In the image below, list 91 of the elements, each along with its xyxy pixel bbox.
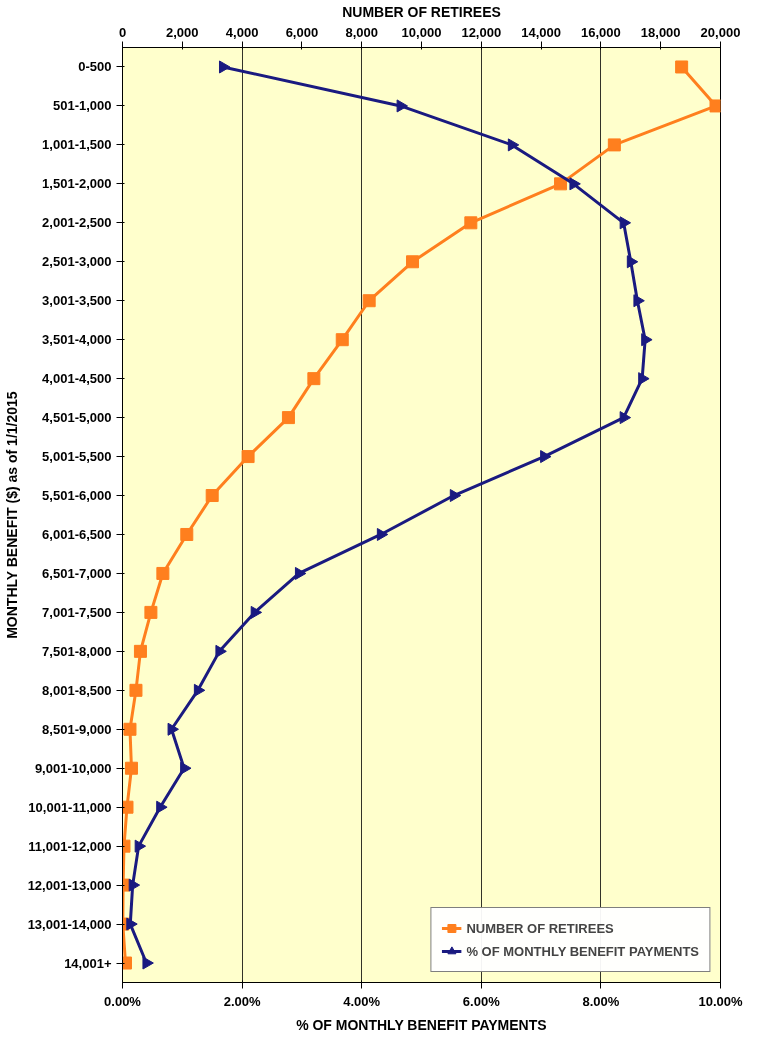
y-tick-label: 6,001-6,500 [42,526,112,542]
y-tick-label: 14,001+ [64,955,112,971]
point [619,216,632,230]
y-axis-title: MONTHLY BENEFIT ($) as of 1/1/2015 [3,391,20,639]
point [406,255,420,269]
x2-tick-label: 4,000 [225,24,259,40]
x2-tick-label: 8,000 [345,24,378,40]
point [633,294,645,308]
x2-tick-label: 6,000 [285,24,319,40]
y-tick-label: 13,001-14,000 [27,916,112,932]
y-tick-label: 11,001-12,000 [28,838,112,854]
y-tick-label: 0-500 [78,59,112,75]
point [675,60,689,74]
point [123,722,137,736]
y-tick-label: 10,001-11,000 [28,799,112,815]
point [156,800,168,814]
x2-tick-label: 10,000 [401,24,442,40]
y-tick-label: 2,501-3,000 [42,254,112,270]
x2-tick-label: 12,000 [461,24,502,40]
point [619,411,632,425]
y-tick-label: 4,501-5,000 [42,410,112,426]
point [307,372,321,386]
legend-label: % OF MONTHLY BENEFIT PAYMENTS [466,943,699,959]
point [205,489,219,503]
point [122,956,132,970]
point [193,683,206,697]
point [144,605,158,619]
y-tick-label: 7,001-7,500 [42,604,112,620]
point [122,800,134,814]
x-tick-label: 6.00% [462,993,501,1009]
y-tick-label: 3,501-4,000 [42,332,112,348]
point [142,956,154,970]
point [449,489,462,503]
legend-label: NUMBER OF RETIREES [466,920,614,936]
point [241,450,255,464]
point [607,138,621,152]
x-tick-label: 0.00% [104,993,142,1009]
point [554,177,568,191]
point [294,566,307,580]
point [507,138,520,152]
x-tick-label: 8.00% [582,993,620,1009]
point [156,566,170,580]
y-tick-label: 9,001-10,000 [34,760,112,776]
x2-tick-label: 0 [118,24,127,40]
y-tick-label: 6,501-7,000 [42,565,112,581]
point [126,917,138,931]
y-tick-label: 8,501-9,000 [42,721,112,737]
x2-tick-label: 2,000 [166,24,199,40]
x-axis-title: % OF MONTHLY BENEFIT PAYMENTS [296,1016,547,1033]
point [638,372,650,386]
point [180,761,192,775]
x-tick-label: 2.00% [223,993,261,1009]
point [180,527,194,541]
x-tick-label: 10.00% [698,993,743,1009]
point [134,839,147,853]
point [215,644,227,658]
point [396,99,408,113]
x2-tick-label: 18,000 [640,24,681,40]
y-tick-label: 8,001-8,500 [42,682,112,698]
point [129,683,143,697]
y-tick-label: 12,001-13,000 [27,877,112,893]
point [376,527,389,541]
point [362,294,376,308]
y-tick-label: 2,001-2,500 [42,215,112,231]
point [219,60,231,74]
point [124,761,138,775]
x2-tick-label: 16,000 [581,24,621,40]
x2-tick-label: 14,000 [521,24,561,40]
point [128,878,141,892]
point [626,255,639,269]
point [540,450,552,464]
point [250,605,263,619]
x2-tick-label: 20,000 [700,24,741,40]
y-tick-label: 1,501-2,000 [42,176,112,192]
y-tick-label: 1,001-1,500 [42,137,112,153]
point [133,644,147,658]
point [281,411,295,425]
point [167,722,179,736]
y-tick-label: 7,501-8,000 [42,643,112,659]
y-tick-label: 5,501-6,000 [42,488,112,504]
point [641,333,653,347]
point [464,216,478,230]
point [569,177,581,191]
y-tick-label: 501-1,000 [52,98,112,114]
point [335,333,349,347]
y-tick-label: 5,001-5,500 [42,449,112,465]
point [709,99,721,113]
y-tick-label: 3,001-3,500 [42,293,112,309]
y-tick-label: 4,001-4,500 [42,371,112,387]
x-tick-label: 4.00% [343,993,381,1009]
x2-axis-title: NUMBER OF RETIREES [342,3,501,20]
